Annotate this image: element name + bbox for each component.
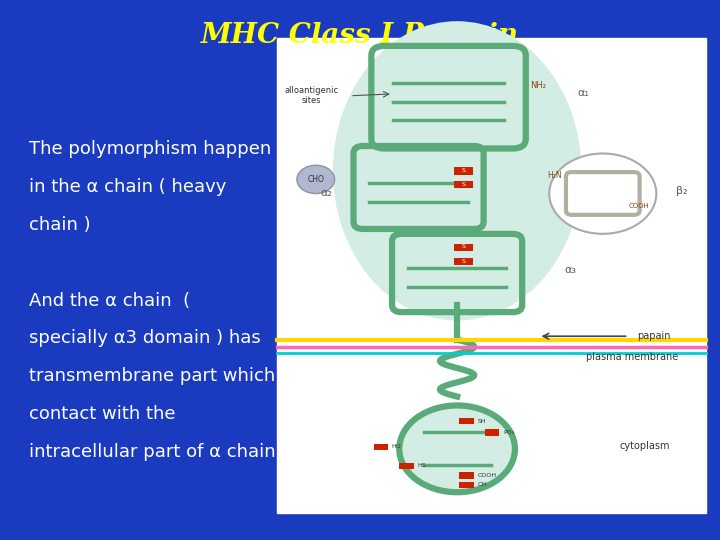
Text: β₂: β₂ (675, 186, 687, 195)
FancyBboxPatch shape (459, 482, 474, 488)
FancyBboxPatch shape (459, 418, 474, 424)
Text: α₂: α₂ (320, 187, 332, 198)
Text: papain: papain (637, 331, 670, 341)
FancyBboxPatch shape (454, 167, 473, 174)
Text: intracellular part of α chain: intracellular part of α chain (29, 443, 276, 461)
Text: OH: OH (477, 482, 487, 488)
Text: α₁: α₁ (577, 88, 589, 98)
Text: S: S (462, 168, 466, 173)
Text: COOH: COOH (629, 203, 649, 209)
FancyBboxPatch shape (459, 472, 474, 478)
Ellipse shape (333, 21, 581, 321)
FancyBboxPatch shape (485, 429, 500, 436)
Text: The polymorphism happen: The polymorphism happen (29, 140, 271, 158)
Text: And the α chain  (: And the α chain ( (29, 292, 190, 309)
Text: PO₄: PO₄ (503, 430, 514, 435)
Text: cytoplasm: cytoplasm (620, 442, 670, 451)
FancyBboxPatch shape (277, 38, 706, 513)
Text: specially α3 domain ) has: specially α3 domain ) has (29, 329, 261, 347)
Text: CHO: CHO (307, 175, 324, 184)
Text: MHC Class I Protein: MHC Class I Protein (201, 22, 519, 49)
FancyBboxPatch shape (399, 463, 413, 469)
Text: SH: SH (477, 418, 486, 424)
Text: S: S (462, 181, 466, 186)
Circle shape (297, 165, 335, 193)
Text: transmembrane part which: transmembrane part which (29, 367, 275, 385)
Text: S: S (462, 259, 466, 264)
FancyBboxPatch shape (454, 181, 473, 188)
Text: NH₂: NH₂ (531, 80, 546, 90)
Text: COOH: COOH (477, 473, 496, 478)
Text: HO: HO (392, 444, 401, 449)
Text: HS: HS (418, 463, 426, 468)
Text: in the α chain ( heavy: in the α chain ( heavy (29, 178, 226, 196)
Text: contact with the: contact with the (29, 405, 175, 423)
Circle shape (400, 406, 515, 492)
Text: S: S (462, 244, 466, 249)
FancyBboxPatch shape (454, 244, 473, 251)
Text: chain ): chain ) (29, 216, 91, 234)
Text: H₂N: H₂N (547, 171, 562, 180)
Text: alloantigenic
sites: alloantigenic sites (284, 86, 338, 105)
Circle shape (549, 153, 657, 234)
FancyBboxPatch shape (454, 258, 473, 265)
Text: plasma membrane: plasma membrane (585, 352, 678, 362)
FancyBboxPatch shape (374, 444, 388, 450)
Text: α₃: α₃ (564, 265, 576, 275)
